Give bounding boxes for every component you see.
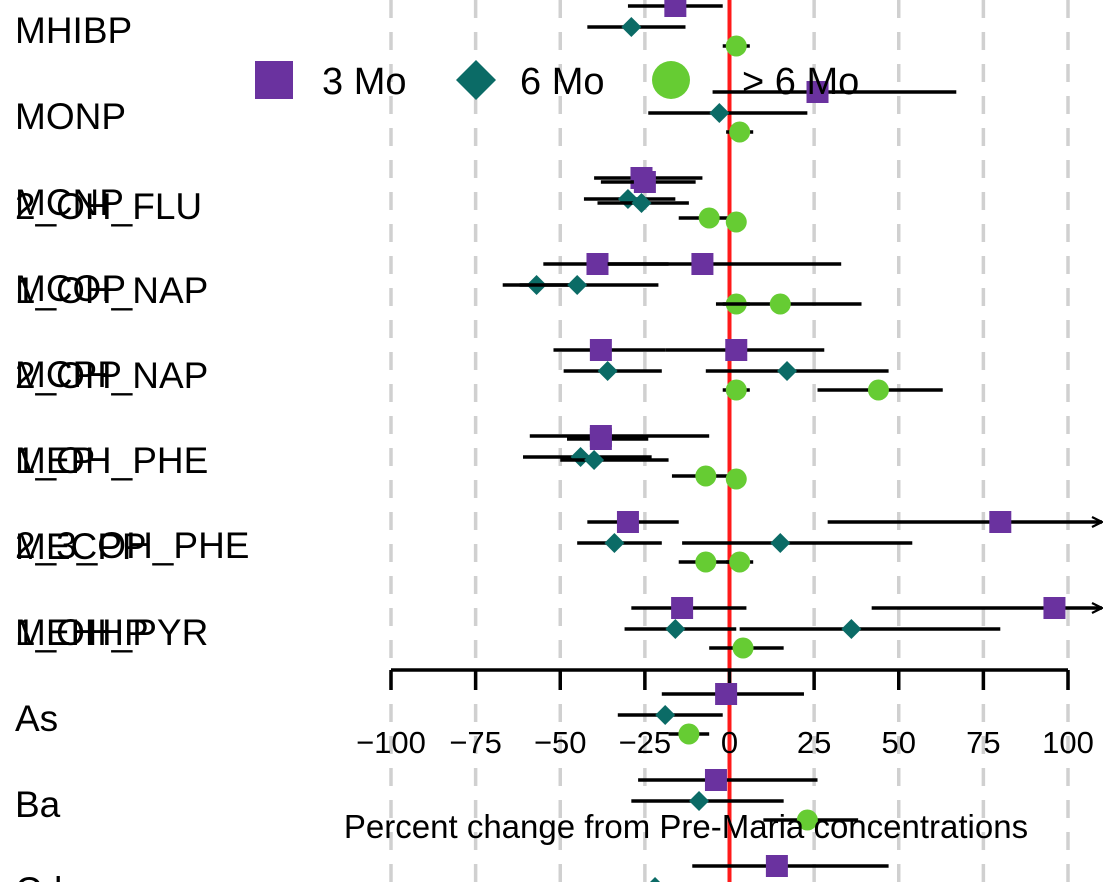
- point-estimate-gt6mo: [769, 293, 791, 315]
- x-tick-label: 75: [966, 725, 1000, 760]
- point-estimate-6mo: [597, 361, 618, 381]
- x-tick-label: −50: [534, 725, 587, 760]
- x-tick-label: 0: [721, 725, 738, 760]
- point-estimate-gt6mo: [678, 723, 700, 745]
- point-estimate-3mo: [671, 597, 694, 619]
- point-estimate-3mo: [633, 171, 656, 193]
- point-estimate-gt6mo: [732, 637, 754, 659]
- point-estimate-6mo: [604, 533, 625, 553]
- legend-symbol-3mo: [255, 61, 293, 99]
- point-estimate-gt6mo: [729, 121, 751, 143]
- point-estimate-gt6mo: [729, 551, 751, 573]
- point-estimate-6mo: [665, 619, 686, 639]
- row-label-overlaid: 2_3_OH_PHE: [15, 525, 249, 566]
- point-estimate-6mo: [567, 275, 588, 295]
- legend-symbol-gt6mo: [652, 61, 690, 99]
- row-label-overlaid: 2_OH_FLU: [15, 186, 202, 227]
- x-tick-label: −75: [449, 725, 502, 760]
- row-label: Cd: [15, 870, 62, 882]
- x-axis-title: Percent change from Pre-Maria concentrat…: [344, 808, 1028, 845]
- legend-label: 6 Mo: [520, 61, 604, 103]
- row-label: MCPP: [15, 354, 122, 395]
- point-estimate-6mo: [777, 361, 798, 381]
- point-estimate-6mo: [621, 17, 642, 37]
- point-estimate-gt6mo: [725, 379, 747, 401]
- row-label: MEHHP: [15, 612, 149, 653]
- point-estimate-gt6mo: [695, 551, 717, 573]
- legend-label: > 6 Mo: [742, 61, 859, 103]
- point-estimate-gt6mo: [796, 809, 818, 831]
- point-estimate-gt6mo: [725, 211, 747, 233]
- row-label: MONP: [15, 96, 126, 137]
- point-estimate-3mo: [616, 511, 639, 533]
- point-estimate-3mo: [589, 339, 612, 361]
- row-label-overlaid: 2_OH_NAP: [15, 355, 208, 396]
- legend: 3 Mo 6 Mo > 6 Mo: [255, 60, 859, 103]
- point-estimate-gt6mo: [867, 379, 889, 401]
- point-estimate-3mo: [765, 855, 788, 877]
- legend-label: 3 Mo: [322, 61, 406, 103]
- point-estimate-3mo: [1043, 597, 1066, 619]
- point-estimate-6mo: [650, 877, 661, 882]
- row-label: MCOP: [15, 268, 126, 309]
- row-label: Ba: [15, 784, 61, 825]
- row-label: MCNP: [15, 182, 124, 223]
- x-tick-label: 25: [797, 725, 831, 760]
- x-tick-label: −25: [619, 725, 672, 760]
- row-label: MECPP: [15, 526, 147, 567]
- point-estimate-3mo: [589, 428, 612, 450]
- point-estimate-6mo: [770, 533, 791, 553]
- point-estimate-3mo: [664, 0, 687, 17]
- point-estimate-gt6mo: [725, 35, 747, 57]
- point-estimate-3mo: [704, 769, 727, 791]
- point-estimate-6mo: [631, 193, 652, 213]
- point-estimate-3mo: [725, 339, 748, 361]
- point-estimate-6mo: [709, 103, 730, 123]
- estimates: [502, 0, 1102, 882]
- row-label: MHIBP: [15, 10, 132, 51]
- x-axis: −100 −75 −50 −25 0 25 50 75 100: [356, 668, 1094, 760]
- point-estimate-6mo: [689, 791, 710, 811]
- point-estimate-6mo: [570, 447, 591, 467]
- row-label: As: [15, 698, 58, 739]
- row-label-overlaid: 1_OH_PYR: [15, 612, 208, 653]
- row-label-overlaid: 1_OH_NAP: [15, 270, 208, 311]
- x-tick-label: 50: [882, 725, 916, 760]
- row-labels: MHIBP MONP MCNP MCOP MCPP MEP MECPP MEHHP As Ba Cd…: [15, 10, 249, 882]
- point-estimate-3mo: [715, 683, 738, 705]
- point-estimate-3mo: [586, 253, 609, 275]
- point-estimate-gt6mo: [695, 465, 717, 487]
- x-tick-label: 100: [1042, 725, 1094, 760]
- point-estimate-3mo: [806, 81, 829, 103]
- row-label-overlaid: 1_OH_PHE: [15, 440, 208, 481]
- legend-symbol-6mo: [456, 60, 496, 100]
- row-label: MEP: [15, 440, 95, 481]
- point-estimate-6mo: [584, 450, 605, 470]
- point-estimate-6mo: [655, 705, 676, 725]
- x-tick-label: −100: [356, 725, 426, 760]
- point-estimate-gt6mo: [698, 207, 720, 229]
- point-estimate-6mo: [841, 619, 862, 639]
- point-estimate-3mo: [691, 253, 714, 275]
- point-estimate-3mo: [989, 511, 1012, 533]
- point-estimate-gt6mo: [725, 468, 747, 490]
